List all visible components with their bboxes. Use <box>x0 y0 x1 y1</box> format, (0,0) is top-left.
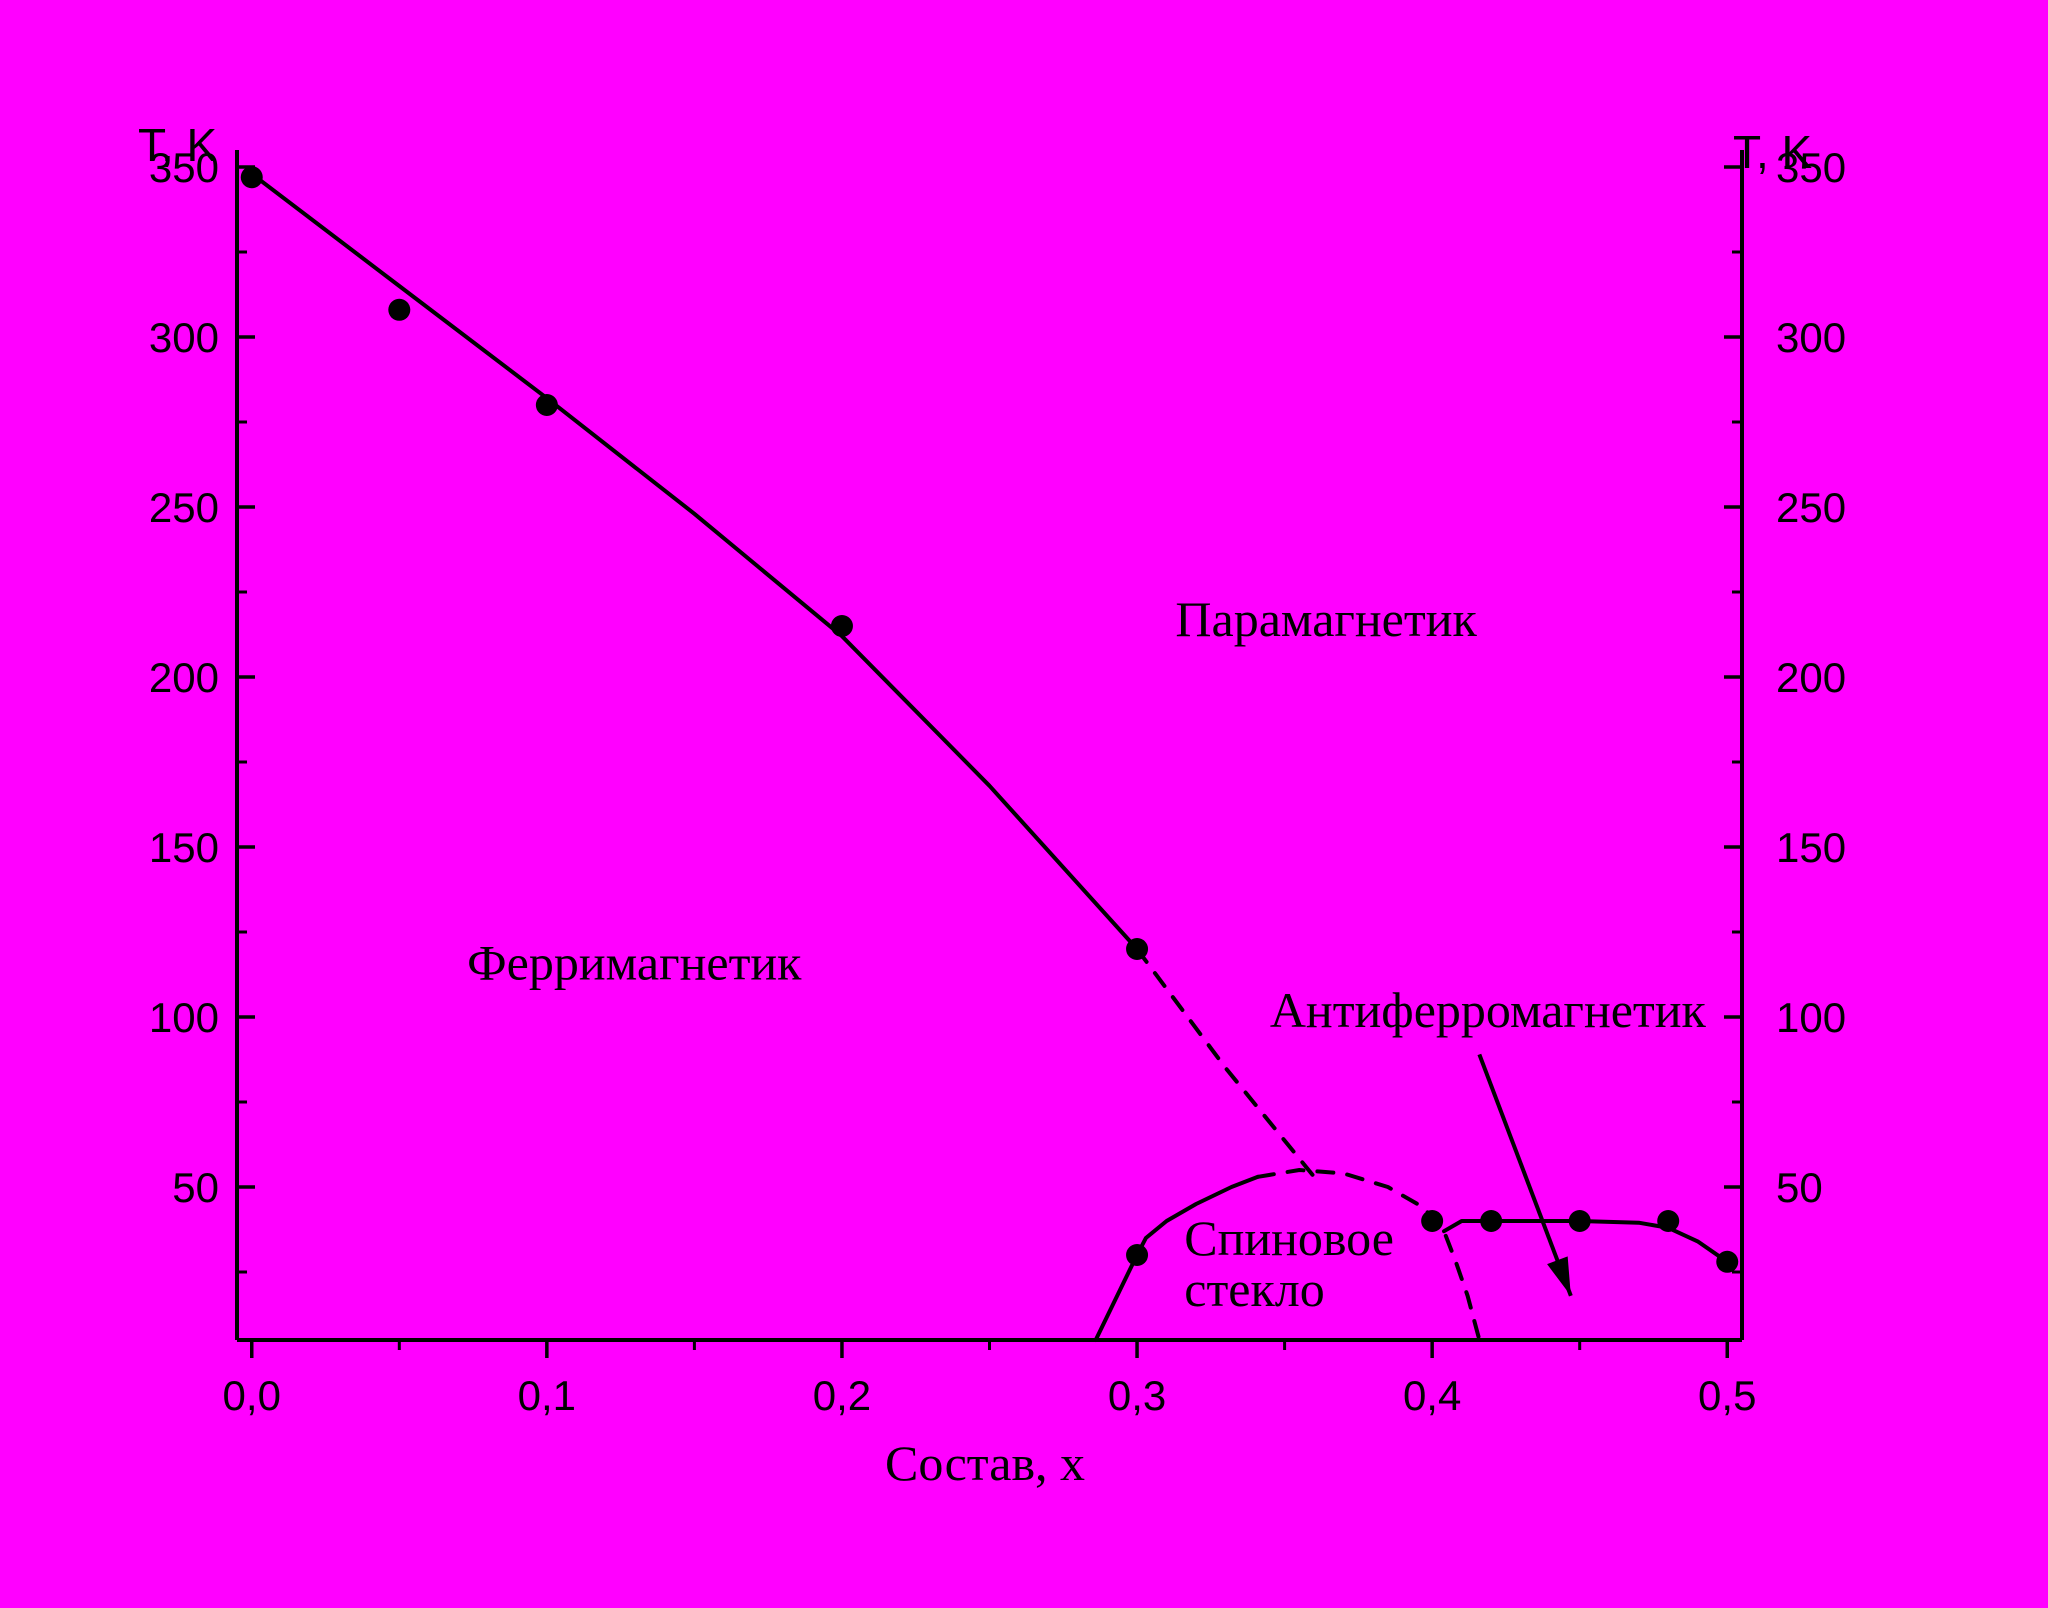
x-axis-label: Состав, x <box>885 1435 1085 1491</box>
annotation-arrow-head <box>1547 1256 1571 1296</box>
x-tick-label: 0,5 <box>1698 1372 1756 1419</box>
data-point <box>1421 1210 1444 1232</box>
region-annotation: Ферримагнетик <box>467 935 802 991</box>
region-annotation: Спиновое <box>1184 1210 1394 1266</box>
data-point <box>1716 1250 1739 1273</box>
data-point <box>830 615 853 637</box>
data-points-group <box>240 166 1739 1273</box>
data-point <box>388 298 411 321</box>
data-point <box>1568 1210 1591 1232</box>
y-tick-label-left: 300 <box>149 314 219 361</box>
y-tick-label-right: 100 <box>1776 994 1846 1041</box>
y-axis-label-right: T, K <box>1733 126 1813 178</box>
y-tick-label-right: 350 <box>1776 144 1846 191</box>
labels-group: T, K T, K Состав, x <box>138 119 1813 1491</box>
data-point <box>535 394 558 416</box>
y-tick-label-right: 200 <box>1776 654 1846 701</box>
annotations-group: Парамагнетик Ферримагнетик Антиферромагнет… <box>467 591 1706 1317</box>
boundary-lines-group <box>249 171 1730 1342</box>
y-tick-label-left: 250 <box>149 484 219 531</box>
data-point <box>1480 1210 1503 1232</box>
y-tick-label-right: 300 <box>1776 314 1846 361</box>
x-tick-label: 0,4 <box>1403 1372 1461 1419</box>
x-tick-label: 0,3 <box>1108 1372 1166 1419</box>
y-tick-label-left: 50 <box>172 1164 219 1211</box>
region-annotation: стекло <box>1184 1261 1324 1317</box>
axes-group: 50 50 100 100 150 150 200 200 250 250 300 300 350 350… <box>149 144 1846 1419</box>
x-tick-label: 0,2 <box>813 1372 871 1419</box>
data-point <box>1126 1244 1149 1266</box>
y-tick-label-left: 100 <box>149 994 219 1041</box>
region-annotation: Антиферромагнетик <box>1270 982 1707 1038</box>
phase-boundary-line-1 <box>249 171 1139 951</box>
annotation-arrow-line <box>1477 1053 1573 1297</box>
y-tick-label-right: 150 <box>1776 824 1846 871</box>
y-tick-label-right: 250 <box>1776 484 1846 531</box>
y-axis-label-left: T, K <box>138 119 218 171</box>
x-tick-label: 0,1 <box>518 1372 576 1419</box>
data-point <box>240 166 263 189</box>
region-annotation: Парамагнетик <box>1175 591 1477 647</box>
y-tick-label-left: 150 <box>149 824 219 871</box>
x-tick-label: 0,0 <box>223 1372 281 1419</box>
phase-boundary-line-2 <box>1135 947 1317 1179</box>
y-tick-label-left: 200 <box>149 654 219 701</box>
y-tick-label-right: 50 <box>1776 1164 1823 1211</box>
phase-boundary-line-5 <box>1442 1219 1730 1264</box>
data-point <box>1126 938 1149 960</box>
data-point <box>1657 1210 1680 1232</box>
y-tick-label-left: 350 <box>149 144 219 191</box>
